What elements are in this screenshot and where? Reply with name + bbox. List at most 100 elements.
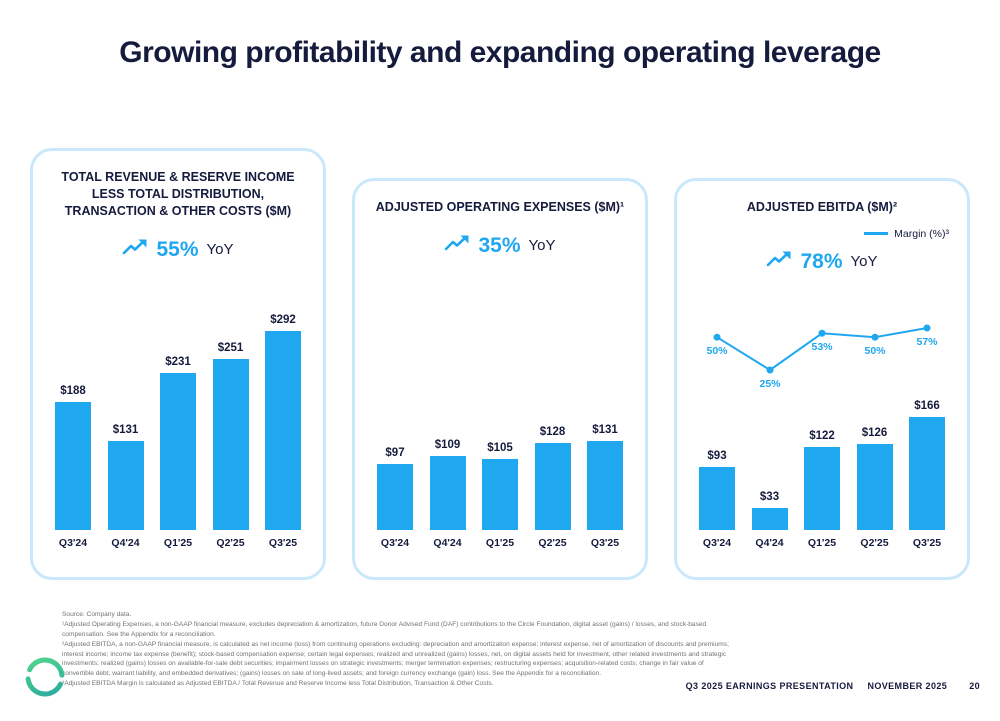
margin-line-chart [713,324,931,374]
bar [482,459,518,530]
bar [160,373,196,530]
category-label: Q3'25 [268,537,298,549]
bar-value-label: $131 [112,424,139,436]
trend-up-icon [444,234,470,257]
panel-opex-title: ADJUSTED OPERATING EXPENSES ($M)¹ [375,200,625,214]
bar [265,331,301,530]
bar-group: $166 Q3'25 [905,400,949,549]
margin-value-label: 25% [759,378,781,390]
margin-value-label: 50% [706,345,728,358]
category-label: Q4'24 [433,537,462,549]
category-label: Q2'25 [860,537,889,549]
bar-group: $131 Q3'25 [583,424,627,549]
bar [699,467,735,530]
margin-value-label: 53% [811,341,833,354]
bar-value-label: $128 [539,426,566,438]
bar-group: $251 Q2'25 [209,342,253,549]
panel-ebitda-title: ADJUSTED EBITDA ($M)² [746,200,898,214]
bar-group: $109 Q4'24 [426,439,470,549]
legend-line-icon [864,232,889,236]
chart-area: $97 Q3'24 $109 Q4'24 $105 Q1'25 $128 Q2'25 $131 Q… [373,424,627,549]
trend-up-icon [766,250,792,273]
bar [377,464,413,530]
margin-point [871,333,879,341]
category-label: Q3'24 [58,537,88,549]
category-label: Q3'25 [590,537,620,549]
bar [212,359,249,530]
charts-row: TOTAL REVENUE & RESERVE INCOME LESS TOTA… [30,148,970,580]
category-label: Q4'24 [111,537,140,549]
bar-group: $105 Q1'25 [478,442,522,549]
yoy-indicator: 55% YoY [51,238,305,262]
bar [804,447,840,530]
footer-right: Q3 2025 EARNINGS PRESENTATION NOVEMBER 2… [686,681,980,691]
chart-area: $188 Q3'24 $131 Q4'24 $231 Q1'25 $251 Q2'25 $292… [51,314,305,549]
bar-value-label: $93 [707,450,727,462]
margin-line-area: 50% 25% 53% 50% 57% [695,318,949,398]
bar-group: $131 Q4'24 [104,424,148,549]
bars: $93 Q3'24 $33 Q4'24 $122 Q1'25 $126 Q2'25 $166 Q3… [695,400,949,549]
bar-value-label: $188 [60,385,86,397]
category-label: Q2'25 [216,537,245,549]
bar-group: $33 Q4'24 [748,491,792,549]
yoy-percent: 78% [800,249,843,273]
bar-group: $122 Q1'25 [800,430,844,549]
bar-group: $126 Q2'25 [853,427,897,549]
legend-label: Margin (%)³ [894,227,949,240]
yoy-percent: 35% [478,233,521,257]
bar-value-label: $251 [217,342,244,354]
panel-opex: ADJUSTED OPERATING EXPENSES ($M)¹ 35% Yo… [352,178,648,580]
bars: $188 Q3'24 $131 Q4'24 $231 Q1'25 $251 Q2'25 $292… [51,314,305,549]
bar [856,444,893,530]
panel-revenue-title: TOTAL REVENUE & RESERVE INCOME LESS TOTA… [61,170,295,218]
category-label: Q3'24 [702,537,732,549]
yoy-suffix: YoY [850,253,878,271]
bar-group: $97 Q3'24 [373,447,417,549]
category-label: Q3'24 [380,537,410,549]
bar [587,441,623,530]
bar-value-label: $33 [759,491,780,503]
margin-point [923,324,931,332]
yoy-suffix: YoY [206,241,234,259]
bars: $97 Q3'24 $109 Q4'24 $105 Q1'25 $128 Q2'25 $131 Q… [373,424,627,549]
bar-value-label: $105 [487,442,513,454]
yoy-indicator: 78% YoY [695,250,949,274]
footer-date: NOVEMBER 2025 [867,681,948,691]
footnote-1: ¹Adjusted Operating Expenses, a non-GAAP… [62,620,707,638]
chart-area: 50% 25% 53% 50% 57% $93 Q3'24 $33 Q4'24 $122 Q1'2… [695,318,949,549]
yoy-percent: 55% [156,237,199,261]
bar [55,402,91,530]
panel-ebitda: ADJUSTED EBITDA ($M)² Margin (%)³ 78% Yo… [674,178,970,580]
category-label: Q2'25 [538,537,567,549]
bar-value-label: $231 [165,356,191,368]
bar [107,441,144,530]
circle-logo [22,654,68,705]
bar [909,417,945,530]
margin-legend: Margin (%)³ [695,228,949,240]
category-label: Q3'25 [912,537,942,549]
category-label: Q1'25 [807,537,837,549]
bar-group: $292 Q3'25 [261,314,305,549]
bar-value-label: $131 [592,424,618,436]
bar [534,443,571,530]
footer-presentation-label: Q3 2025 EARNINGS PRESENTATION [685,681,854,691]
footnote-3: ³Adjusted EBITDA Margin is calculated as… [62,680,494,688]
bar [751,508,788,530]
page-title: Growing profitability and expanding oper… [119,36,881,69]
footnotes: Source: Company data. ¹Adjusted Operatin… [62,610,730,689]
margin-value-label: 50% [864,345,886,358]
bar-value-label: $97 [385,447,405,459]
category-label: Q4'24 [755,537,784,549]
margin-point [818,329,826,337]
bar-group: $231 Q1'25 [156,356,200,549]
category-label: Q1'25 [485,537,515,549]
bar [429,456,466,530]
panel-revenue: TOTAL REVENUE & RESERVE INCOME LESS TOTA… [30,148,326,580]
bar-value-label: $122 [809,430,835,442]
bar-value-label: $292 [270,314,296,326]
category-label: Q1'25 [163,537,193,549]
margin-point [713,333,721,341]
bar-group: $93 Q3'24 [695,450,739,549]
bar-value-label: $126 [861,427,888,439]
bar-group: $188 Q3'24 [51,385,95,549]
